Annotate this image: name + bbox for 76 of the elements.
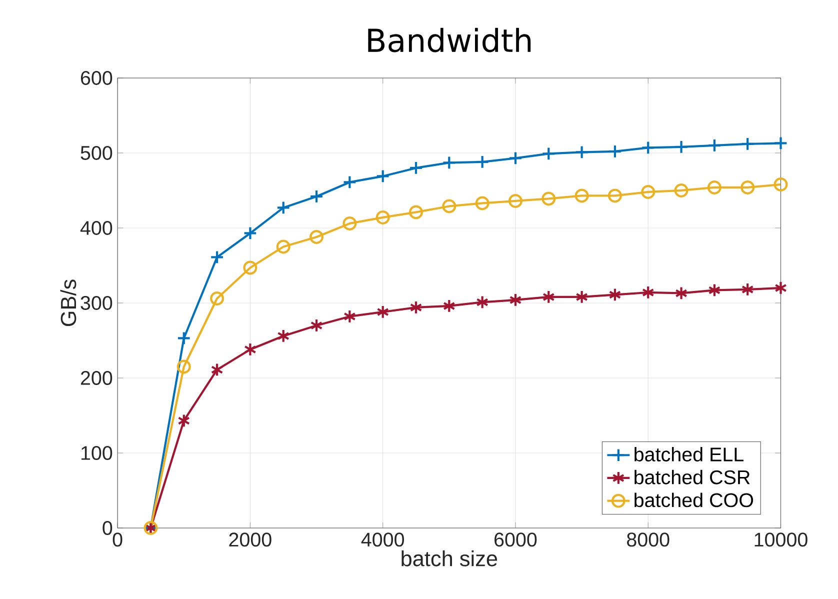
point [542,146,556,161]
legend-label: batched COO [634,492,754,508]
point [310,189,324,204]
x-tick-label: 4000 [361,532,404,547]
point [277,328,290,343]
point [276,200,290,215]
point [641,140,656,155]
y-tick-label: 200 [80,370,112,385]
point [774,280,787,295]
y-tick-label: 600 [80,70,112,85]
point [376,210,390,224]
legend-label: batched ELL [634,446,744,462]
point [310,318,323,332]
point [442,156,456,170]
point [410,300,422,314]
point [642,285,654,300]
point [741,282,754,296]
point [376,304,390,319]
point [509,292,522,307]
point [176,360,191,374]
point [574,188,589,203]
point [376,169,390,184]
point [178,414,190,428]
point [708,283,721,298]
point [574,145,589,160]
point [674,183,688,198]
x-tick-label: 0 [112,532,122,547]
x-tick-label: 10000 [754,532,808,547]
y-tick-label: 300 [80,296,112,310]
point [243,226,258,240]
point [774,177,788,192]
point [675,286,688,300]
point [442,199,456,214]
y-axis-title: GB/s [60,280,76,326]
point [276,240,290,254]
y-tick-label: 0 [102,520,112,535]
point [475,154,490,169]
point [475,196,490,210]
point [576,290,588,304]
point [409,205,423,220]
point [343,309,356,324]
y-tick-label: 500 [80,146,112,160]
x-tick-label: 6000 [494,532,537,547]
point [244,342,256,356]
y-tick-label: 400 [80,220,112,235]
chart-title: Bandwidth [368,28,531,52]
point [342,216,357,230]
point [740,136,755,151]
point [608,188,622,203]
point [176,331,191,346]
point [674,140,688,154]
point [707,138,722,152]
point [508,194,522,208]
point [409,160,423,175]
point [210,362,224,377]
point [641,184,656,199]
point [310,230,324,244]
point [508,151,522,166]
point [342,175,357,190]
point [774,136,788,150]
point [542,192,556,206]
point [476,295,488,310]
legend-label: batched CSR [634,470,750,484]
y-tick-label: 100 [81,446,112,460]
x-tick-label: 8000 [627,532,670,547]
point [608,144,622,158]
x-tick-label: 2000 [229,532,272,547]
point [608,288,622,302]
point [210,291,224,306]
point [542,290,555,304]
point [707,180,722,194]
point [243,260,258,275]
point [210,250,224,264]
point [442,298,456,313]
point [740,180,755,194]
x-axis-title: batch size [402,550,498,566]
